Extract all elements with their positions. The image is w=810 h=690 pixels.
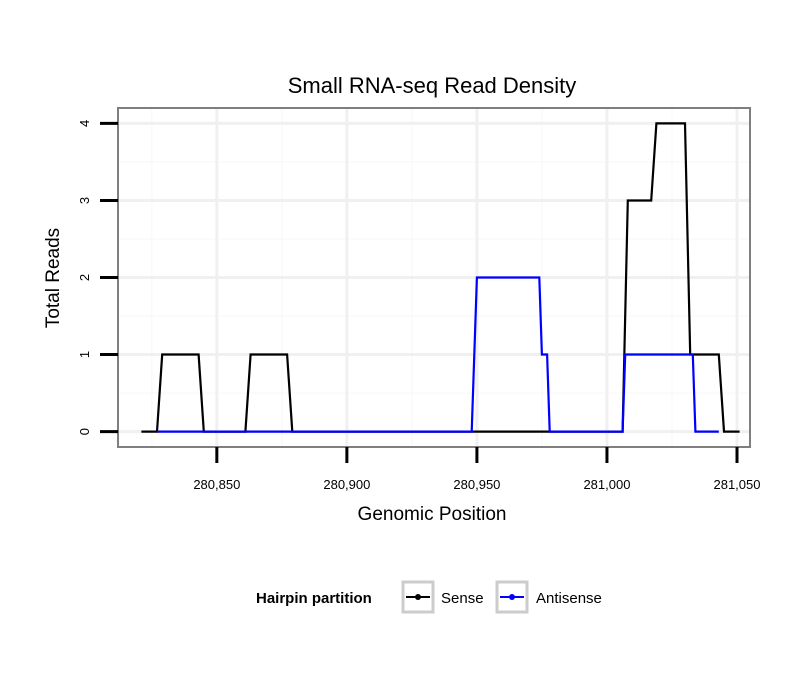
x-axis-title: Genomic Position bbox=[358, 504, 507, 525]
legend-title: Hairpin partition bbox=[256, 590, 372, 607]
series-layer bbox=[141, 122, 740, 433]
x-tick-label: 281,050 bbox=[713, 477, 760, 492]
y-tick-label: 2 bbox=[77, 274, 92, 281]
y-tick-label: 0 bbox=[77, 428, 92, 435]
legend-item-antisense: Antisense bbox=[495, 580, 602, 614]
plot-area bbox=[117, 107, 751, 448]
legend-item-sense: Sense bbox=[401, 580, 484, 614]
y-axis: 0 1 2 3 4 bbox=[77, 120, 118, 435]
x-tick-label: 280,850 bbox=[193, 477, 240, 492]
legend: Hairpin partition Sense Antisense bbox=[256, 580, 602, 614]
legend-dot-sense bbox=[415, 594, 421, 600]
legend-dot-antisense bbox=[509, 594, 515, 600]
x-tick-label: 281,000 bbox=[583, 477, 630, 492]
y-axis-title: Total Reads bbox=[43, 228, 64, 328]
series-line-antisense bbox=[157, 276, 719, 433]
x-tick-label: 280,950 bbox=[453, 477, 500, 492]
legend-label-antisense: Antisense bbox=[536, 590, 602, 607]
y-tick-label: 1 bbox=[77, 351, 92, 358]
y-tick-label: 4 bbox=[77, 120, 92, 127]
y-tick-label: 3 bbox=[77, 197, 92, 204]
legend-label-sense: Sense bbox=[441, 590, 484, 607]
x-axis: 280,850 280,900 280,950 281,000 281,050 bbox=[193, 447, 760, 492]
chart-title: Small RNA-seq Read Density bbox=[288, 73, 577, 98]
x-tick-label: 280,900 bbox=[323, 477, 370, 492]
